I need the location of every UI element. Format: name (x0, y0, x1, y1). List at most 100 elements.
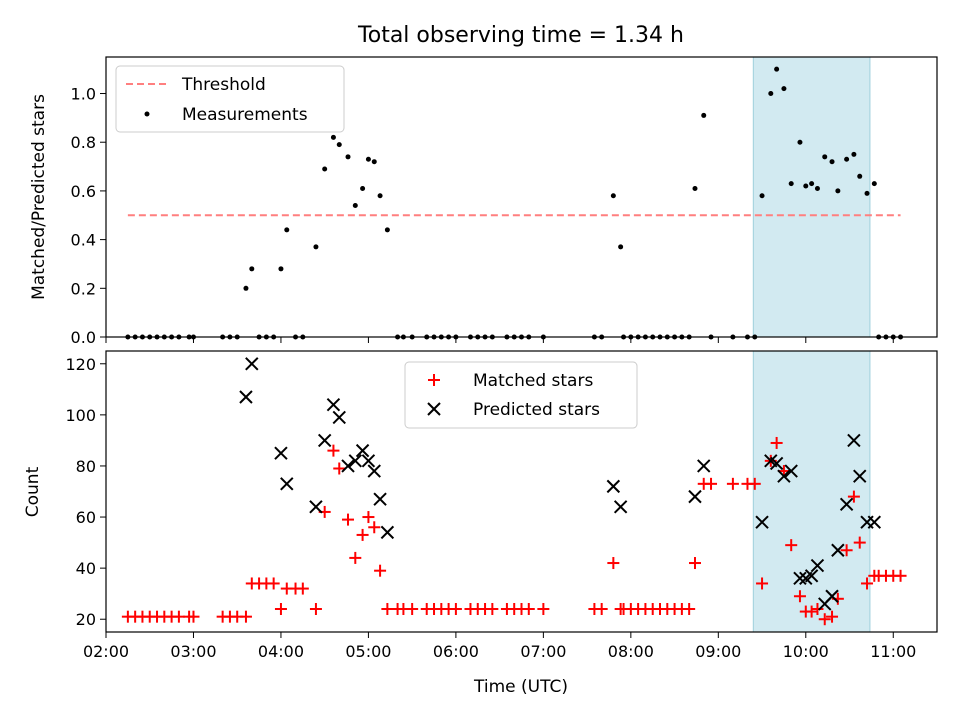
matched-star-point (793, 590, 806, 603)
matched-star-point (785, 539, 798, 552)
measurements-legend-label: Measurements (182, 105, 308, 125)
measurement-point (864, 190, 870, 196)
matched-star-point (374, 564, 387, 577)
predicted-star-point (831, 543, 845, 557)
matched-star-point (449, 603, 462, 616)
measurement-point (781, 86, 787, 92)
measurement-point (803, 183, 809, 189)
matched-star-point (522, 603, 535, 616)
matched-star-point (705, 477, 718, 490)
bottom-x-tick-label: 04:00 (258, 642, 304, 661)
measurement-point (284, 227, 290, 233)
predicted-star-point (341, 459, 355, 473)
predicted-star-point (239, 390, 253, 404)
measurement-point (618, 244, 624, 250)
bottom-points-layer (121, 357, 907, 626)
matched-legend-label: Matched stars (473, 371, 593, 391)
matched-star-point (349, 551, 362, 564)
predicted-star-point (613, 500, 628, 514)
predicted-star-point (348, 454, 363, 468)
bottom-y-tick-label: 120 (65, 355, 96, 374)
predicted-star-point (280, 477, 294, 491)
measurement-point (278, 266, 284, 272)
matched-star-point (683, 603, 696, 616)
predicted-star-point (380, 525, 395, 540)
measurement-point (336, 142, 342, 148)
predicted-star-point (355, 443, 370, 458)
measurement-point (844, 156, 850, 162)
matched-star-point (726, 477, 739, 490)
measurement-point (377, 193, 383, 199)
top-shaded-span (752, 56, 871, 338)
measurement-point (759, 193, 765, 199)
matched-star-point (607, 557, 620, 570)
bottom-x-tick-label: 10:00 (783, 642, 829, 661)
bottom-x-tick-label: 06:00 (433, 642, 479, 661)
predicted-star-point (793, 571, 807, 586)
measurement-point (345, 154, 351, 160)
measurement-point (610, 193, 616, 199)
measurement-point (851, 151, 857, 157)
top-legend: Threshold Measurements (115, 65, 345, 133)
measurement-point (809, 181, 815, 187)
predicted-star-point (867, 515, 882, 529)
predicted-star-point (839, 497, 854, 511)
matched-star-point (296, 582, 309, 595)
matched-star-point (805, 605, 818, 618)
bottom-y-tick-label: 20 (76, 610, 96, 629)
measurement-point (243, 285, 249, 291)
measurement-point (322, 166, 328, 172)
top-y-tick-label: 0.4 (71, 231, 96, 250)
top-legend-box (115, 65, 345, 133)
measurement-point (330, 134, 336, 140)
bottom-x-tick-label: 07:00 (520, 642, 566, 661)
predicted-star-point (332, 410, 346, 425)
figure-title: Total observing time = 1.34 h (357, 23, 684, 48)
matched-star-point (486, 603, 499, 616)
matched-star-point (756, 577, 769, 590)
matched-star-point (748, 477, 761, 490)
predicted-star-point (361, 454, 376, 468)
matched-star-point (356, 528, 369, 541)
measurement-point (814, 185, 820, 191)
predicted-star-point (825, 589, 839, 603)
measurement-point (835, 188, 841, 194)
measurement-point (249, 266, 255, 272)
matched-star-point (172, 610, 185, 623)
predicted-star-point (309, 500, 323, 514)
predicted-star-point (853, 469, 867, 483)
predicted-star-point (847, 433, 861, 448)
top-y-tick-label: 0.2 (71, 279, 96, 298)
predicted-star-point (697, 459, 711, 473)
bottom-shaded-span (752, 350, 871, 633)
predicted-star-point (688, 489, 702, 504)
predicted-star-point (326, 397, 341, 412)
bottom-x-axis: 02:00 03:00 04:00 05:00 06:00 07:00 08:00 09:00… (83, 632, 916, 661)
matched-star-point (368, 521, 381, 534)
bottom-x-tick-label: 02:00 (83, 642, 129, 661)
matched-legend-handle (428, 374, 440, 386)
predicted-star-point (317, 433, 332, 448)
top-plot-frame (105, 56, 938, 338)
bottom-y-tick-label: 100 (65, 406, 96, 425)
bottom-legend-box (404, 361, 638, 429)
matched-star-point (406, 603, 419, 616)
measurement-point (768, 91, 774, 97)
matched-star-point (187, 610, 200, 623)
bottom-shaded-span-layer (752, 350, 871, 633)
predicted-star-point (367, 464, 381, 478)
matched-star-point (861, 577, 874, 590)
top-y-tick-label: 0.6 (71, 182, 96, 201)
bottom-x-tick-label: 05:00 (345, 642, 391, 661)
bottom-x-tick-label: 09:00 (695, 642, 741, 661)
bottom-plot-frame (105, 350, 938, 633)
matched-star-point (853, 536, 866, 549)
threshold-legend-label: Threshold (181, 75, 266, 95)
top-y-tick-label: 0.8 (71, 133, 96, 152)
matched-star-point (537, 603, 550, 616)
measurement-point (857, 173, 863, 179)
bottom-legend: Matched stars Predicted stars (404, 361, 638, 429)
matched-star-point (818, 613, 831, 626)
measurement-point (788, 181, 794, 187)
